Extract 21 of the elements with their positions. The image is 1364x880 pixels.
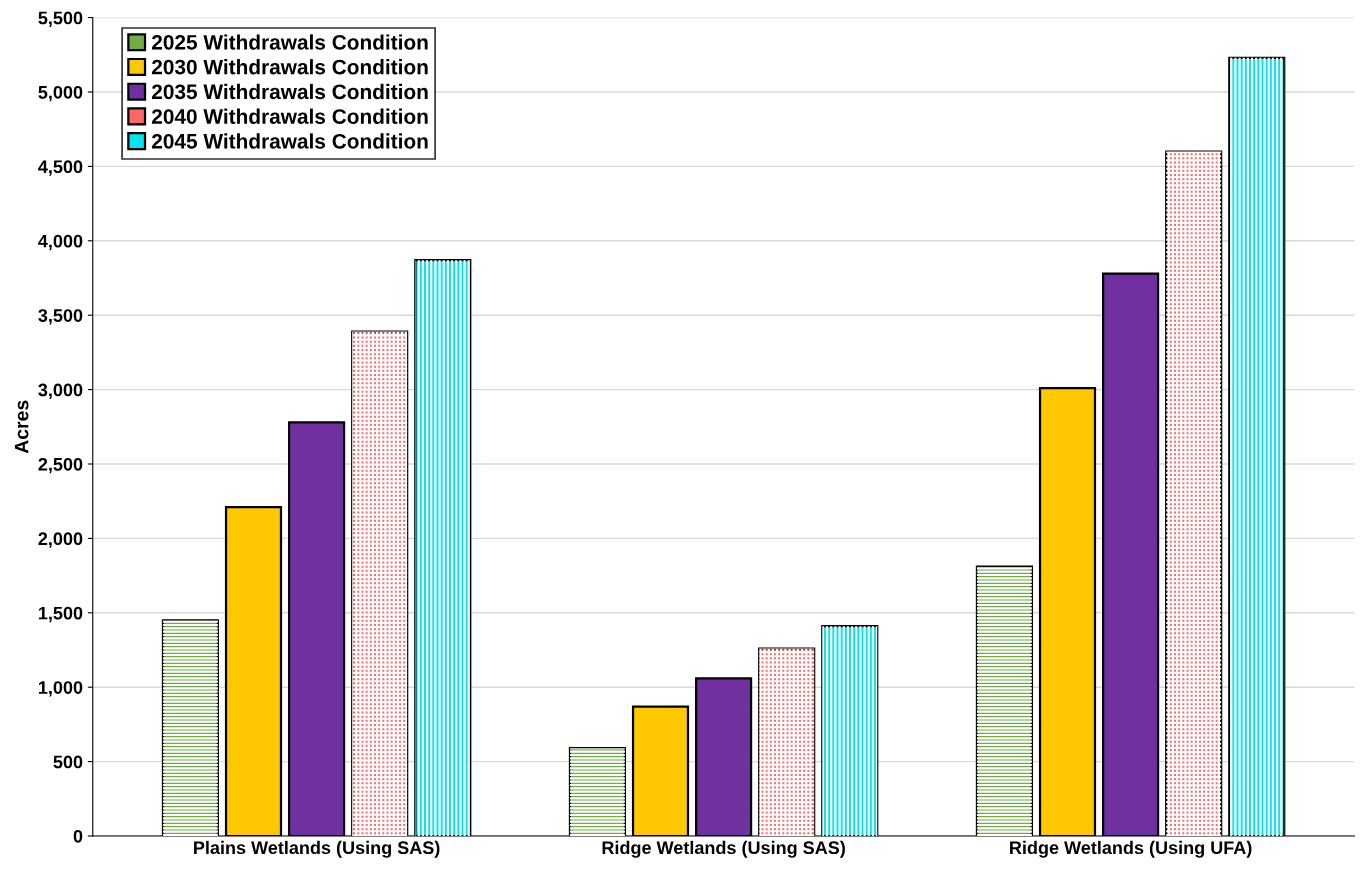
y-tick-label: 4,000 <box>38 234 83 251</box>
x-tick-label: Ridge Wetlands (Using SAS) <box>602 840 845 858</box>
legend-label: 2030 Withdrawals Condition <box>151 59 428 75</box>
y-tick-label: 1,000 <box>38 681 83 697</box>
legend-label: 2025 Withdrawals Condition <box>151 34 428 50</box>
x-tick-label: Plains Wetlands (Using SAS) <box>194 840 440 858</box>
legend-label: 2045 Withdrawals Condition <box>151 133 428 149</box>
y-tick-label: 4,500 <box>38 160 83 176</box>
y-tick-label: 500 <box>53 755 83 769</box>
legend-label: 2040 Withdrawals Condition <box>151 108 428 124</box>
y-tick-label: 3,000 <box>38 383 83 399</box>
y-tick-label: 5,000 <box>38 85 83 102</box>
legend-label: 2035 Withdrawals Condition <box>151 83 428 100</box>
y-axis-title: Acres <box>14 400 29 454</box>
y-tick-label: 5,500 <box>38 11 83 27</box>
y-tick-label: 1,500 <box>38 606 83 623</box>
y-tick-label: 3,500 <box>38 309 83 325</box>
x-tick-label: Ridge Wetlands (Using UFA) <box>1010 840 1252 858</box>
y-tick-label: 0 <box>73 829 83 843</box>
y-tick-label: 2,000 <box>38 532 83 548</box>
y-tick-label: 2,500 <box>38 457 83 474</box>
